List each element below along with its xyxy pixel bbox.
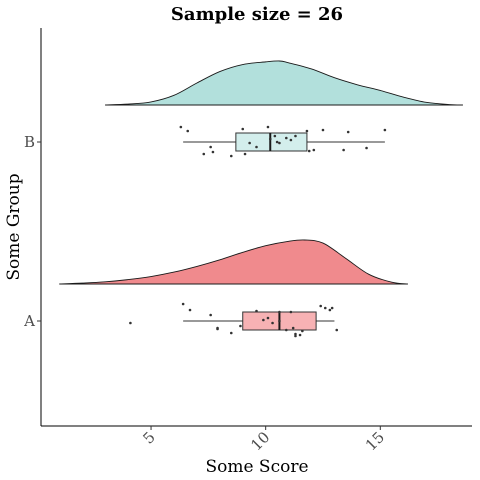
data-point-a-23 <box>328 308 332 312</box>
data-point-b-12 <box>273 134 277 138</box>
y-tick-label-b: B <box>24 133 35 151</box>
data-point-a-2 <box>188 308 192 312</box>
data-point-b-8 <box>248 141 251 145</box>
data-point-a-13 <box>278 319 281 323</box>
data-point-b-15 <box>285 136 288 140</box>
data-point-b-7 <box>243 152 247 156</box>
data-point-a-3 <box>209 313 212 317</box>
data-point-b-9 <box>255 145 258 149</box>
data-point-a-25 <box>335 328 339 332</box>
data-point-a-11 <box>271 321 274 325</box>
data-point-b-13 <box>275 140 279 144</box>
data-point-a-10 <box>266 316 270 320</box>
density-outline-a <box>59 239 408 285</box>
data-point-a-22 <box>323 306 327 310</box>
chart-title: Sample size = 26 <box>171 4 343 25</box>
data-point-a-24 <box>330 306 334 310</box>
x-axis-title: Some Score <box>205 457 308 477</box>
y-tick-label-a: A <box>23 312 35 330</box>
data-point-a-6 <box>229 331 233 335</box>
y-axis-title: Some Group <box>4 173 24 280</box>
data-point-a-15 <box>289 310 293 314</box>
data-point-b-2 <box>202 152 206 156</box>
plot-area <box>59 60 463 338</box>
data-point-a-19 <box>298 333 302 337</box>
data-point-b-3 <box>209 145 212 149</box>
data-point-a-14 <box>285 328 288 332</box>
data-point-a-7 <box>239 324 242 328</box>
data-point-b-18 <box>305 129 309 133</box>
data-point-a-16 <box>291 326 295 330</box>
data-point-a-12 <box>278 310 281 314</box>
data-point-b-0 <box>179 125 183 129</box>
data-point-a-0 <box>129 321 132 325</box>
axis-ticks: A B 5 10 15 <box>23 133 388 454</box>
density-fill-a <box>59 239 408 284</box>
data-point-b-19 <box>307 149 311 153</box>
data-point-b-23 <box>346 130 350 134</box>
data-point-b-11 <box>268 137 272 141</box>
data-point-b-24 <box>365 146 368 150</box>
data-point-a-17 <box>294 332 297 336</box>
data-point-b-25 <box>383 128 387 132</box>
data-point-a-18 <box>294 334 297 338</box>
density-outline-b <box>105 60 463 106</box>
data-point-a-5 <box>216 326 219 330</box>
data-point-b-6 <box>241 127 245 131</box>
data-point-b-16 <box>289 138 293 142</box>
density-fill-b <box>105 60 463 105</box>
data-point-b-10 <box>266 125 270 129</box>
data-point-b-20 <box>312 148 316 152</box>
data-point-b-22 <box>342 148 345 152</box>
data-point-a-8 <box>255 309 258 313</box>
data-point-b-5 <box>229 154 233 158</box>
data-point-a-9 <box>262 318 265 322</box>
data-point-a-21 <box>319 304 322 308</box>
data-point-b-14 <box>278 141 281 145</box>
data-point-b-4 <box>211 150 215 154</box>
data-point-a-20 <box>301 329 304 333</box>
data-point-b-1 <box>186 129 190 133</box>
x-tick-label-5: 5 <box>139 428 158 447</box>
x-tick-label-10: 10 <box>247 428 273 454</box>
data-point-b-17 <box>294 134 297 138</box>
box-b <box>235 132 308 152</box>
data-point-b-21 <box>321 128 325 132</box>
x-tick-label-15: 15 <box>362 428 388 454</box>
data-point-a-1 <box>181 302 185 306</box>
